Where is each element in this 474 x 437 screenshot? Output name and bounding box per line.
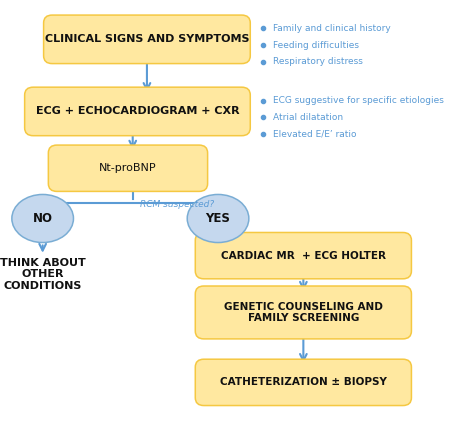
- Text: THINK ABOUT
OTHER
CONDITIONS: THINK ABOUT OTHER CONDITIONS: [0, 258, 85, 291]
- Text: ECG + ECHOCARDIOGRAM + CXR: ECG + ECHOCARDIOGRAM + CXR: [36, 107, 239, 116]
- Text: RCM suspected?: RCM suspected?: [140, 200, 214, 209]
- Text: Nt-proBNP: Nt-proBNP: [99, 163, 157, 173]
- Text: GENETIC COUNSELING AND
FAMILY SCREENING: GENETIC COUNSELING AND FAMILY SCREENING: [224, 302, 383, 323]
- Text: Atrial dilatation: Atrial dilatation: [273, 113, 343, 121]
- Text: CLINICAL SIGNS AND SYMPTOMS: CLINICAL SIGNS AND SYMPTOMS: [45, 35, 249, 44]
- Text: Family and clinical history: Family and clinical history: [273, 24, 390, 33]
- FancyBboxPatch shape: [44, 15, 250, 63]
- Text: CARDIAC MR  + ECG HOLTER: CARDIAC MR + ECG HOLTER: [221, 251, 386, 260]
- FancyBboxPatch shape: [195, 286, 411, 339]
- FancyBboxPatch shape: [195, 232, 411, 279]
- Text: NO: NO: [33, 212, 53, 225]
- Text: Elevated E/E’ ratio: Elevated E/E’ ratio: [273, 129, 356, 138]
- Text: Feeding difficulties: Feeding difficulties: [273, 41, 358, 49]
- Text: YES: YES: [206, 212, 230, 225]
- Text: CATHETERIZATION ± BIOPSY: CATHETERIZATION ± BIOPSY: [220, 378, 387, 387]
- Text: ECG suggestive for specific etiologies: ECG suggestive for specific etiologies: [273, 96, 443, 105]
- Ellipse shape: [12, 194, 73, 243]
- FancyBboxPatch shape: [48, 145, 208, 191]
- FancyBboxPatch shape: [195, 359, 411, 406]
- Ellipse shape: [187, 194, 249, 243]
- FancyBboxPatch shape: [25, 87, 250, 135]
- Text: Respiratory distress: Respiratory distress: [273, 57, 363, 66]
